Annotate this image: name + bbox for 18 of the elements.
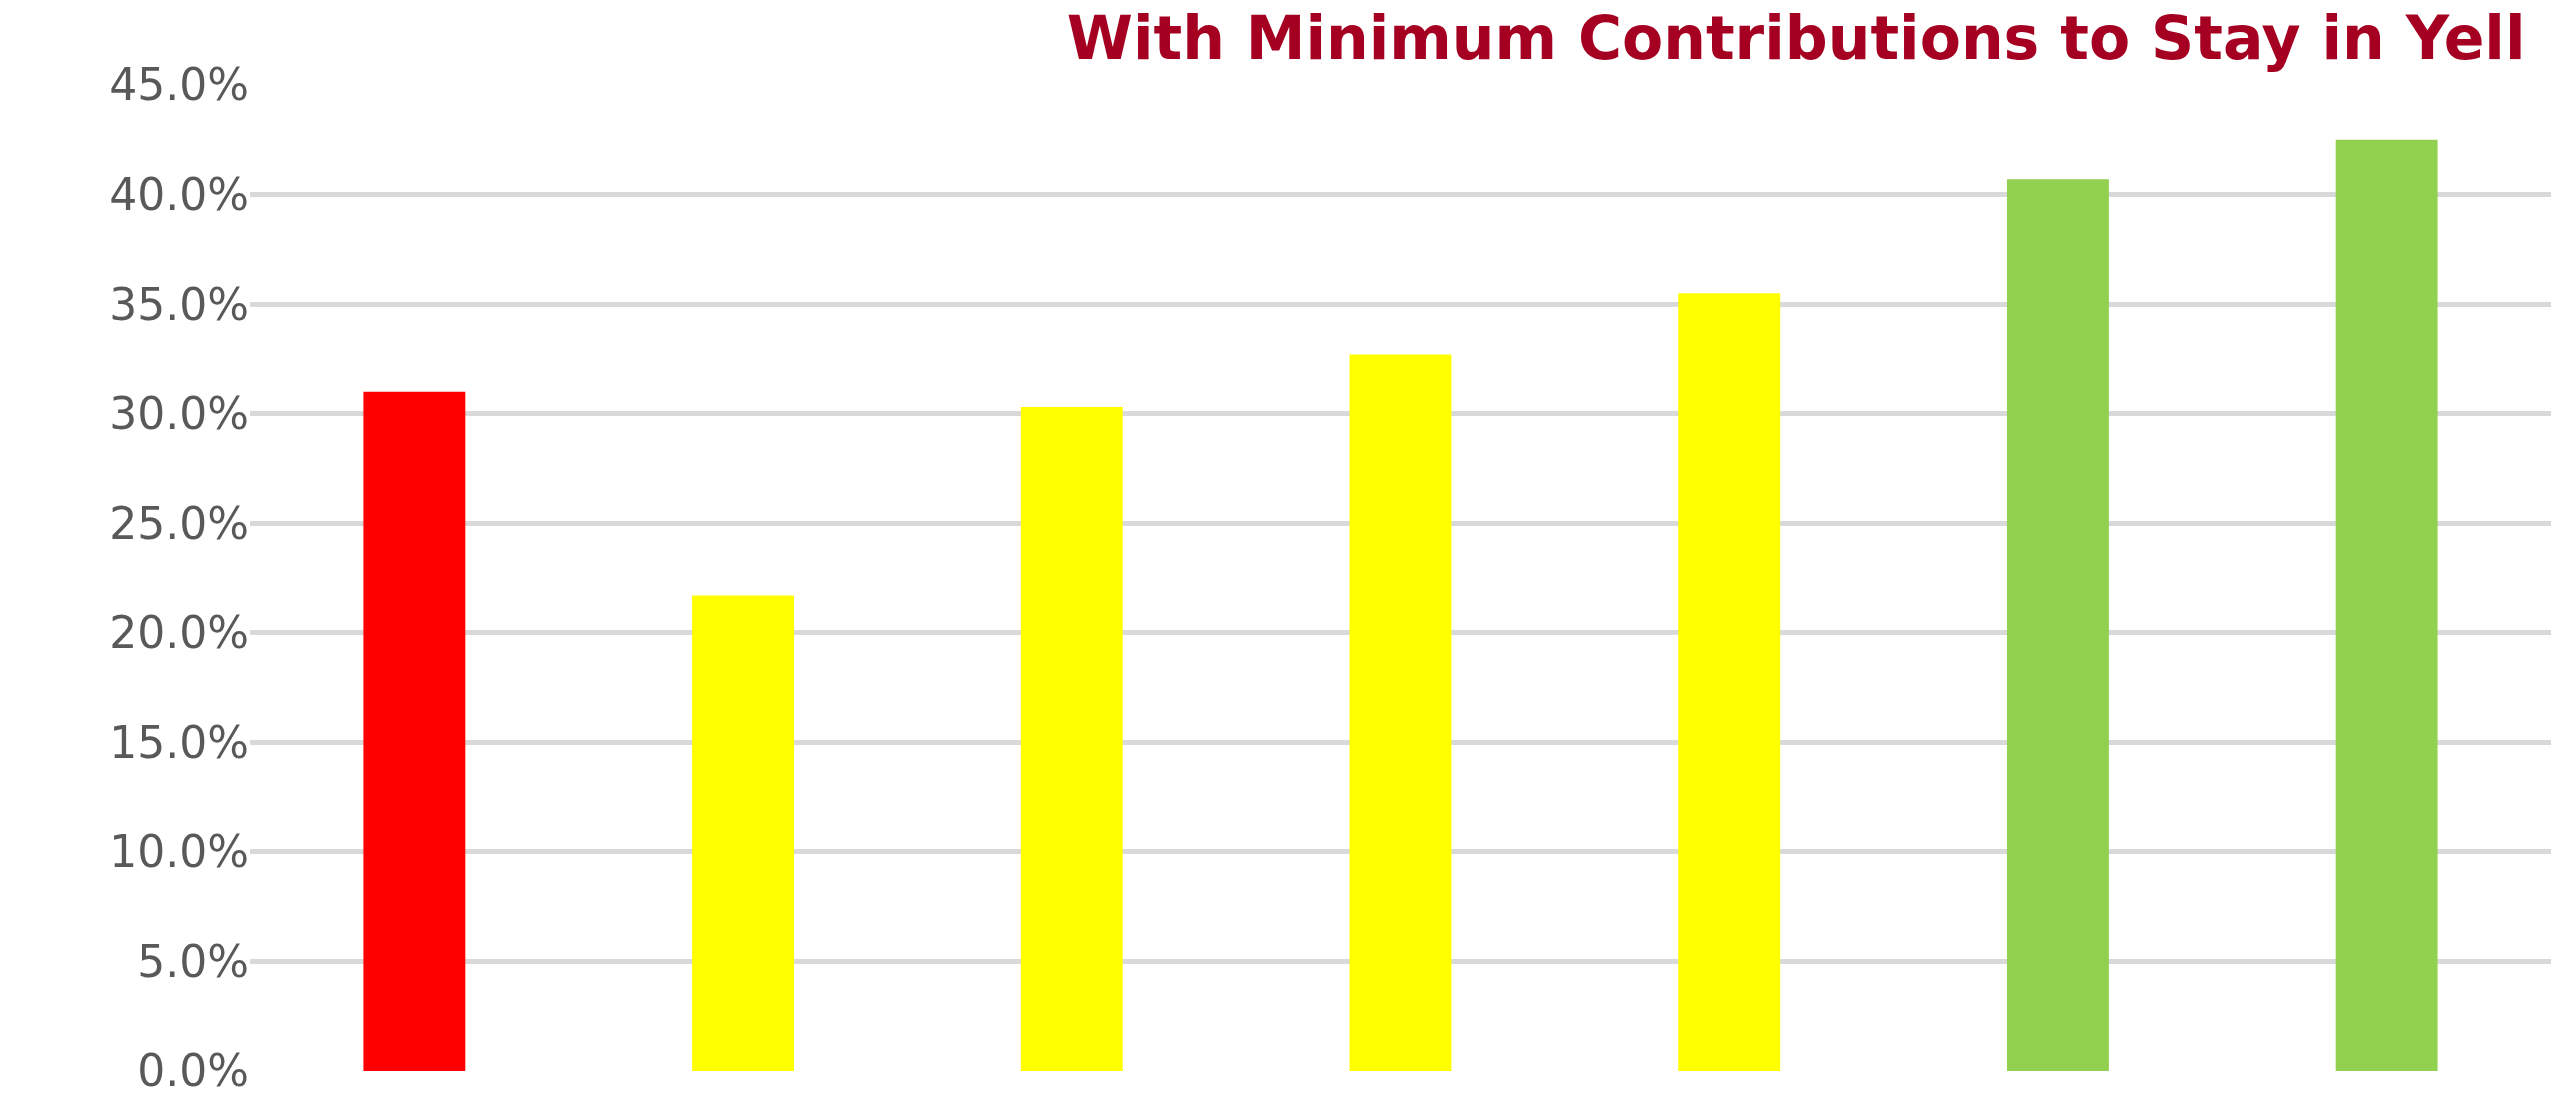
bar	[692, 595, 795, 1071]
bar	[2006, 179, 2109, 1071]
y-tick-label: 25.0%	[109, 497, 249, 549]
y-tick-label: 20.0%	[109, 607, 249, 659]
y-tick-label: 35.0%	[109, 278, 249, 330]
y-tick-label: 30.0%	[109, 388, 249, 440]
y-tick-label: 45.0%	[109, 59, 249, 111]
chart-title: With Minimum Contributions to Stay in Yell	[1066, 2, 2526, 73]
bar	[363, 391, 466, 1071]
y-tick-label: 10.0%	[109, 826, 249, 878]
y-tick-label: 15.0%	[109, 716, 249, 768]
bar	[1678, 293, 1781, 1071]
bar	[2335, 139, 2438, 1071]
bar	[1020, 407, 1123, 1071]
y-tick-label: 40.0%	[109, 168, 249, 220]
y-tick-label: 5.0%	[137, 935, 249, 987]
bar	[1349, 354, 1452, 1071]
y-tick-label: 0.0%	[137, 1045, 249, 1097]
